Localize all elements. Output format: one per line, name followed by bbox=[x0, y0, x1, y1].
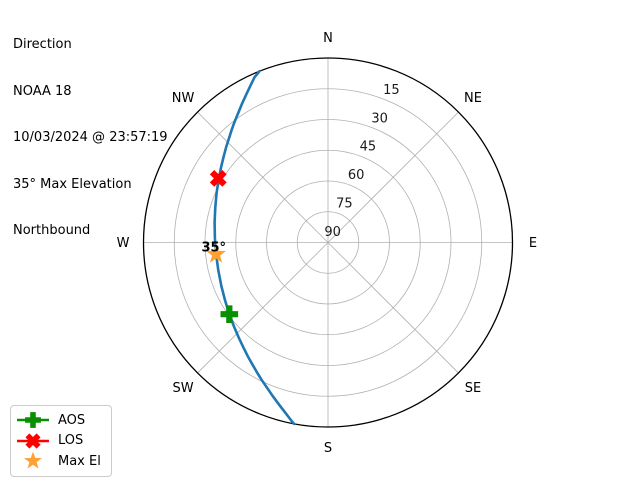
los-x-icon bbox=[17, 433, 49, 449]
horizon-circle bbox=[142, 57, 514, 428]
plus-marker-glyph bbox=[25, 412, 41, 429]
legend-label-los: LOS bbox=[58, 433, 84, 449]
chart-labels: N NE E SE S SW W NW 15 30 45 60 75 90 35° bbox=[117, 31, 538, 456]
legend-label-max-el: Max El bbox=[58, 453, 101, 469]
elevation-ring bbox=[296, 211, 360, 274]
aos-plus-icon bbox=[17, 412, 49, 429]
pass-markers bbox=[206, 169, 239, 323]
star-marker-glyph bbox=[206, 243, 227, 263]
compass-label-ne: NE bbox=[464, 91, 482, 106]
max-elevation-text: 35° Max Elevation bbox=[13, 176, 132, 192]
ring-label-75: 75 bbox=[336, 197, 353, 212]
ring-label-30: 30 bbox=[371, 111, 388, 126]
pass-info-block: Direction NOAA 18 10/03/2024 @ 23:57:19 … bbox=[13, 6, 168, 270]
star-marker-glyph bbox=[24, 451, 42, 469]
compass-label-e: E bbox=[529, 236, 537, 251]
satellite-track bbox=[213, 69, 296, 426]
legend-item-los: LOS bbox=[15, 431, 101, 452]
ring-label-45: 45 bbox=[360, 140, 377, 155]
compass-label-nw: NW bbox=[172, 91, 195, 106]
max-el-marker bbox=[206, 243, 227, 263]
ring-label-15: 15 bbox=[383, 83, 400, 98]
elevation-ring bbox=[235, 149, 421, 336]
ring-label-90: 90 bbox=[324, 225, 341, 240]
pass-timestamp: 10/03/2024 @ 23:57:19 bbox=[13, 130, 168, 145]
legend-label-aos: AOS bbox=[58, 412, 86, 428]
max-el-annotation: 35° bbox=[201, 240, 226, 255]
elevation-ring bbox=[173, 88, 483, 397]
max-el-star-icon bbox=[24, 451, 42, 469]
elevation-ring bbox=[204, 119, 452, 366]
legend-item-aos: AOS bbox=[15, 410, 101, 431]
satellite-track-line bbox=[213, 69, 296, 426]
elevation-ring bbox=[266, 180, 390, 305]
compass-label-s: S bbox=[324, 441, 332, 456]
legend-item-max-el: Max El bbox=[15, 451, 101, 472]
aos-marker bbox=[220, 305, 239, 323]
x-marker-glyph bbox=[25, 433, 41, 449]
satellite-name: NOAA 18 bbox=[13, 83, 72, 99]
ring-label-60: 60 bbox=[348, 168, 365, 183]
compass-label-n: N bbox=[323, 31, 333, 46]
los-marker bbox=[209, 169, 227, 187]
compass-label-sw: SW bbox=[172, 381, 193, 396]
plus-marker-glyph bbox=[220, 305, 239, 323]
elevation-grid bbox=[142, 57, 514, 428]
chart-title: Direction bbox=[13, 37, 72, 52]
compass-label-se: SE bbox=[465, 381, 481, 396]
compass-label-w: W bbox=[117, 236, 130, 251]
legend-box: AOS LOS Max El bbox=[10, 405, 112, 477]
pass-heading: Northbound bbox=[13, 223, 91, 238]
x-marker-glyph bbox=[209, 169, 227, 187]
